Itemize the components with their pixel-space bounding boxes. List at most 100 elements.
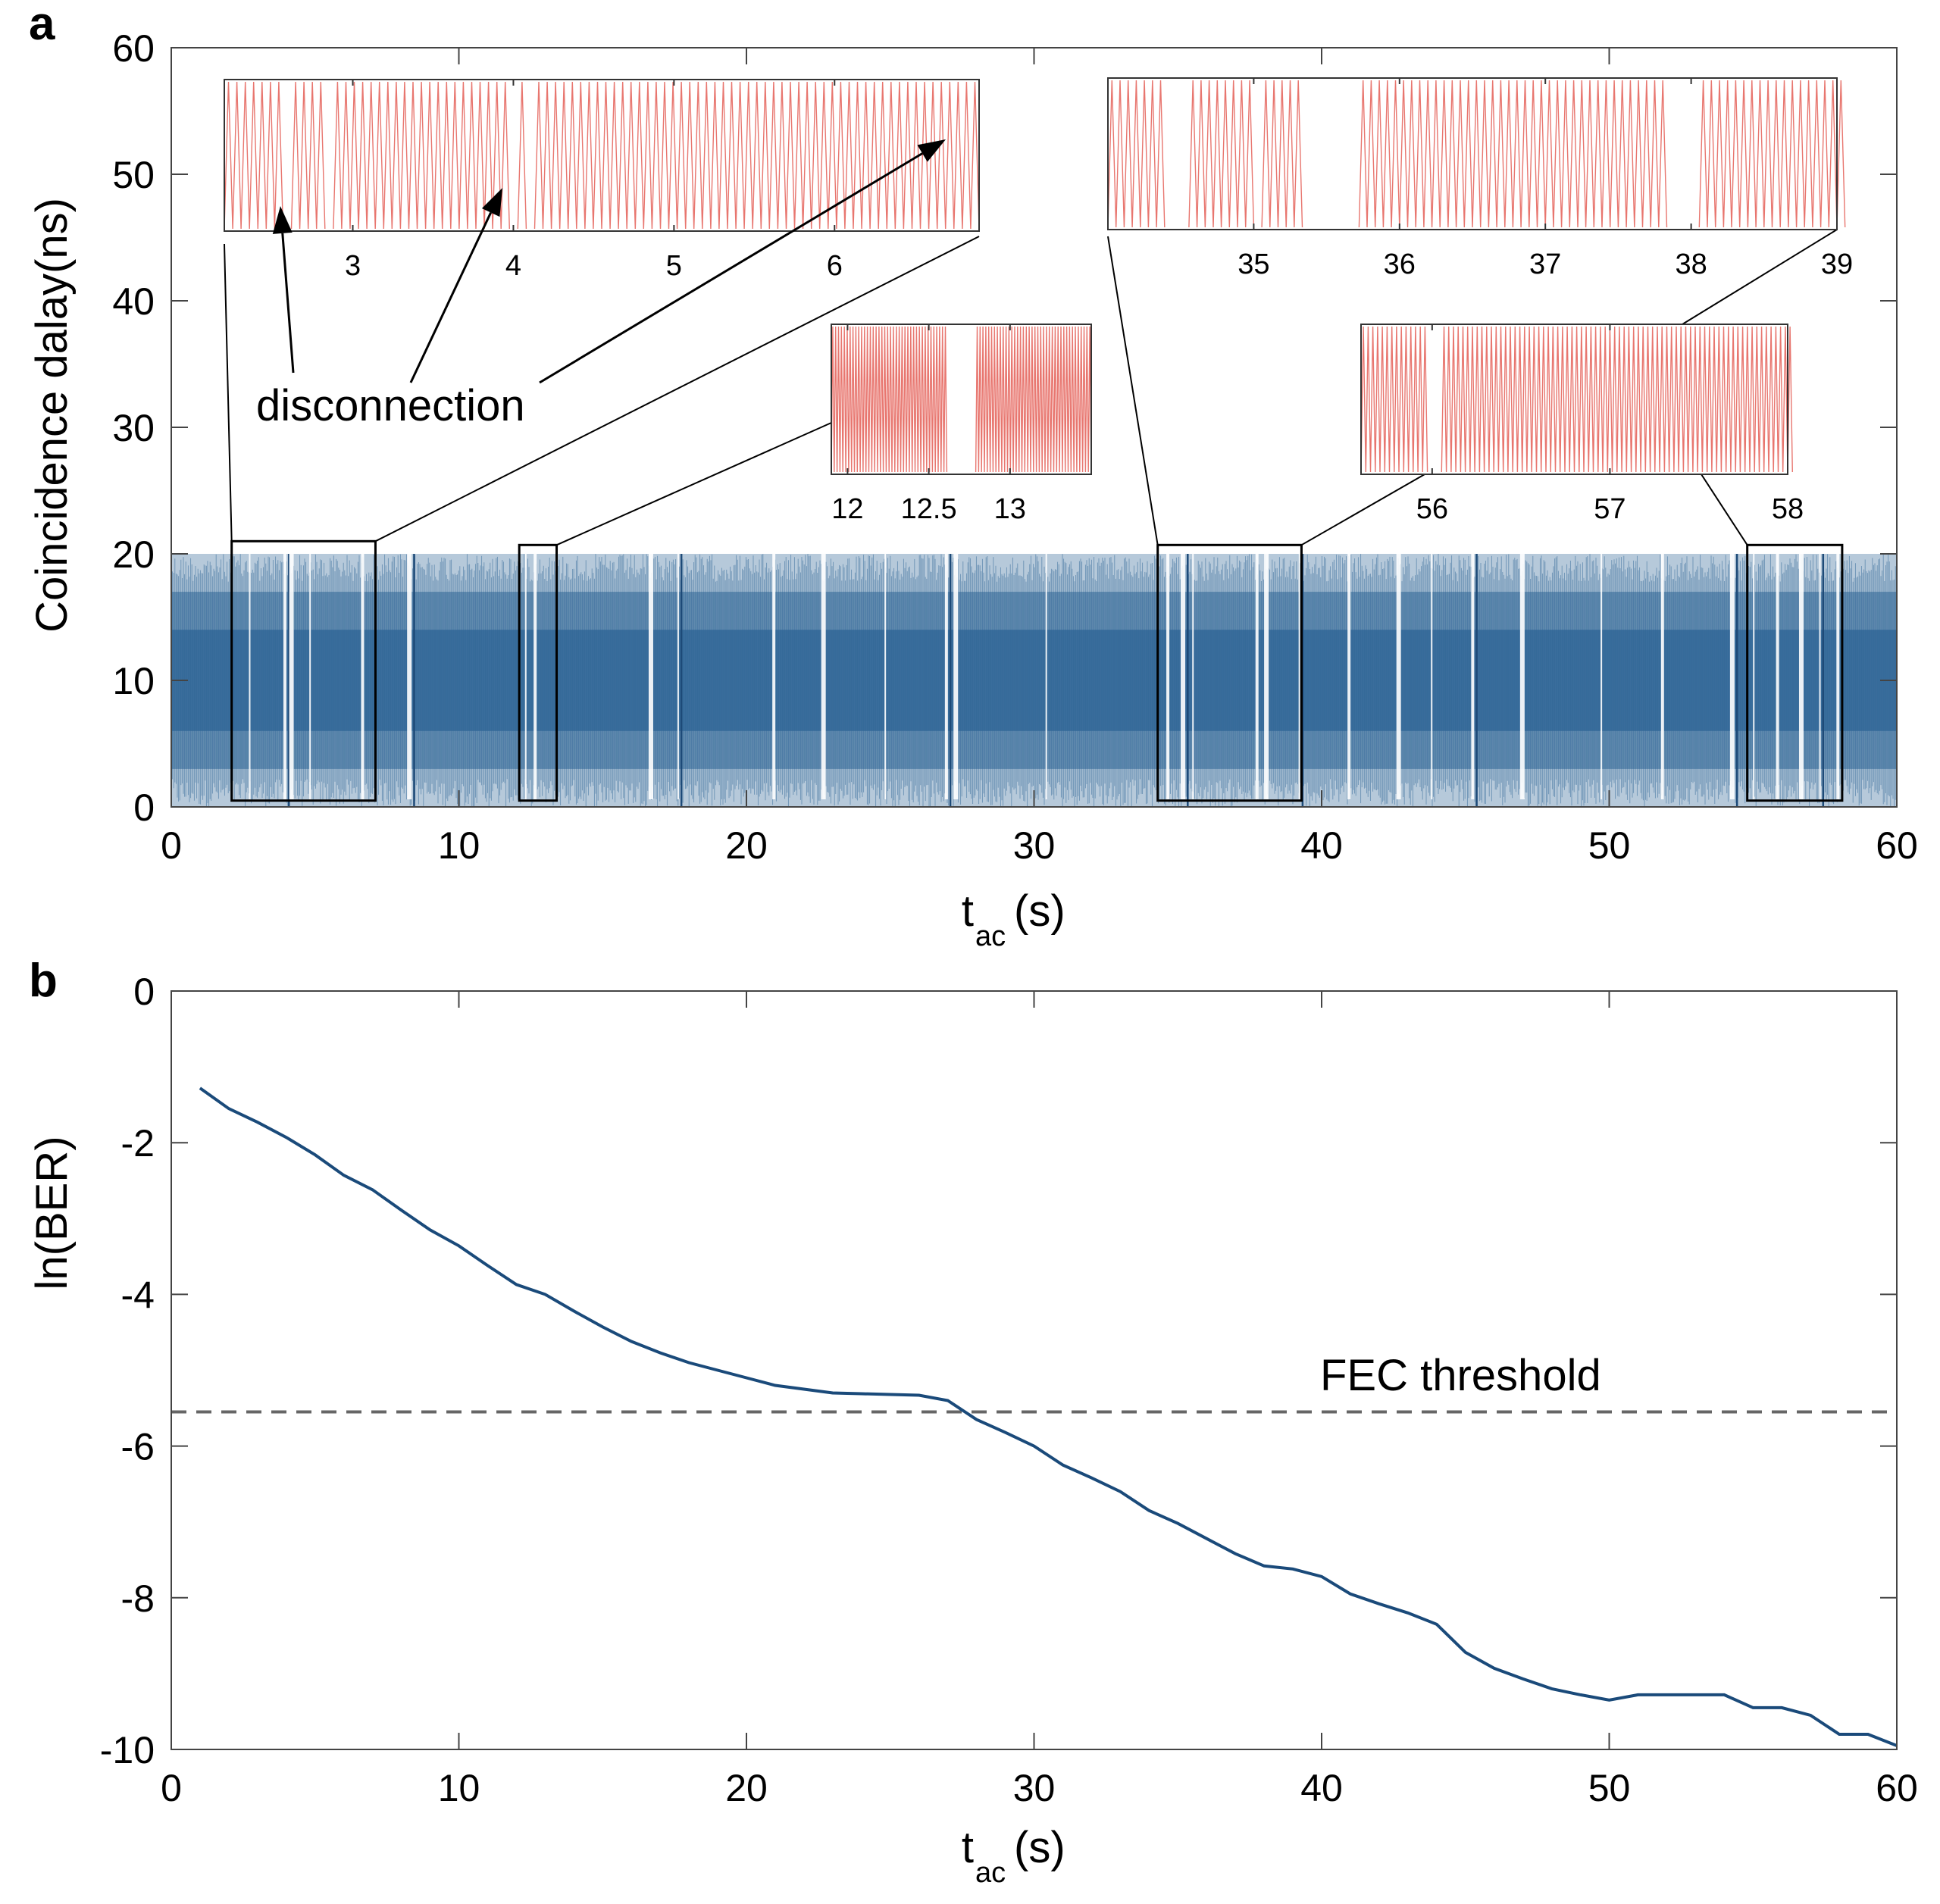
disconnection-gap: [1431, 554, 1433, 799]
y-tick-label: 20: [112, 533, 155, 576]
panel-a-zoom-boxes: [230, 539, 1844, 802]
inset-2: 12 12.5 13: [831, 324, 1092, 525]
panel-b-ylabel: ln(BER): [27, 1136, 77, 1290]
inset-signal: [1360, 326, 1793, 473]
x-tick-label: 50: [1588, 1767, 1631, 1809]
disconnection-gap: [1776, 554, 1779, 799]
inset-tick-label: 12: [831, 493, 863, 525]
disconnection-gap: [944, 554, 948, 799]
disconnection-gap: [309, 554, 311, 799]
disconnection-label: disconnection: [256, 381, 525, 430]
panel-a-connector-lines: [224, 229, 1838, 546]
panel-b-plot-frame: [171, 990, 1898, 1750]
inset-tick-label: 6: [827, 250, 843, 282]
x-tick-label: 40: [1300, 824, 1343, 867]
ber-curve: [199, 1086, 1898, 1747]
connector-line: [224, 243, 233, 542]
connector-line: [374, 236, 980, 542]
disconnection-gap: [1600, 554, 1603, 799]
x-tick-label: 20: [725, 1767, 768, 1809]
disconnection-gap: [953, 554, 959, 799]
disconnection-gap: [289, 554, 294, 799]
disconnection-gap: [249, 554, 251, 799]
y-tick-label: 0: [133, 971, 155, 1013]
disconnection-gap: [1166, 554, 1170, 799]
zoom-box-1: [230, 539, 377, 802]
x-tick-label: 40: [1300, 1767, 1343, 1809]
y-tick-label: -6: [121, 1426, 155, 1468]
inset-tick-label: 4: [505, 250, 521, 282]
disconnection-gap: [1660, 554, 1664, 799]
disconnection-gap: [524, 554, 527, 799]
panel-a-xlabel: t: [962, 886, 974, 936]
x-tick-label: 30: [1013, 824, 1056, 867]
disconnection-gap: [1181, 554, 1186, 799]
inset-tick-label: 37: [1529, 249, 1561, 280]
disconnection-gap: [1836, 554, 1840, 799]
disconnection-gap: [283, 554, 287, 799]
disconnection-gap: [821, 554, 826, 799]
panel-b-xlabel-sub: ac: [975, 1857, 1006, 1889]
disconnection-gap: [1298, 554, 1300, 799]
inset-tick-label: 57: [1594, 493, 1626, 525]
panel-a-data-series: [171, 554, 1898, 807]
disconnection-arrow-head: [481, 188, 502, 217]
x-tick-label: 0: [161, 824, 182, 867]
inset-tick-label: 36: [1384, 249, 1416, 280]
delay-dark-line: [1187, 554, 1189, 807]
y-tick-label: 40: [112, 280, 155, 323]
disconnection-gap: [1729, 554, 1735, 799]
connector-line: [556, 422, 832, 546]
panel-a-ylabel: Coincidence dalay(ns): [27, 198, 77, 633]
delay-dark-line: [1475, 554, 1478, 807]
inset-frame: [224, 79, 980, 232]
panel-label-a: a: [29, 0, 55, 50]
disconnection-arrow-shaft: [409, 211, 493, 383]
inset-background: [1108, 78, 1837, 230]
connector-line: [1701, 474, 1748, 546]
x-tick-label: 30: [1013, 1767, 1056, 1809]
inset-1: 3 4 5 6: [224, 79, 980, 282]
connector-line: [1107, 236, 1159, 546]
disconnection-arrow-head: [272, 206, 293, 234]
inset-tick-label: 12.5: [901, 493, 957, 525]
disconnection-gap: [1753, 554, 1755, 799]
disconnection-gap: [407, 554, 412, 799]
inset-tick-label: 39: [1821, 249, 1853, 280]
zoom-box-4: [1746, 543, 1844, 802]
disconnection-gap: [1798, 554, 1804, 799]
y-tick-label: -10: [100, 1729, 155, 1771]
disconnection-gap: [1255, 554, 1259, 799]
zoom-box-3: [1156, 543, 1303, 802]
x-tick-label: 50: [1588, 824, 1631, 867]
inset-signal: [224, 81, 980, 230]
inset-tick-label: 35: [1238, 249, 1269, 280]
disconnection-arrow-head: [917, 139, 946, 162]
disconnection-gap: [1819, 554, 1821, 799]
x-tick-label: 10: [438, 824, 480, 867]
disconnection-gap: [534, 554, 537, 799]
disconnection-gap: [1519, 554, 1525, 799]
disconnection-gap: [1264, 554, 1269, 799]
inset-3: 35 36 37 38 39: [1107, 77, 1853, 280]
inset-tick-label: 38: [1675, 249, 1707, 280]
panel-a-ticks: 0 10 20 30 40 50 60 0 10 20 30 40 50 60: [112, 27, 1917, 867]
disconnection-gap: [772, 554, 776, 799]
y-tick-label: 30: [112, 407, 155, 449]
y-tick-label: 0: [133, 786, 155, 829]
panel-label-b: b: [29, 955, 58, 1007]
panel-b-ticks: 0 10 20 30 40 50 60 0 -2 -4 -6 -8 -10: [100, 971, 1918, 1809]
disconnection-gap: [884, 554, 887, 799]
disconnection-arrow-shaft: [539, 152, 923, 384]
x-tick-label: 20: [725, 824, 768, 867]
y-tick-label: -8: [121, 1577, 155, 1620]
inset-tick-label: 58: [1772, 493, 1804, 525]
disconnection-gap: [648, 554, 653, 799]
delay-dark-line: [680, 554, 683, 807]
panel-a-disconnection-gaps: [249, 554, 1840, 807]
delay-dark-line: [1822, 554, 1825, 807]
y-tick-label: -2: [121, 1122, 155, 1165]
